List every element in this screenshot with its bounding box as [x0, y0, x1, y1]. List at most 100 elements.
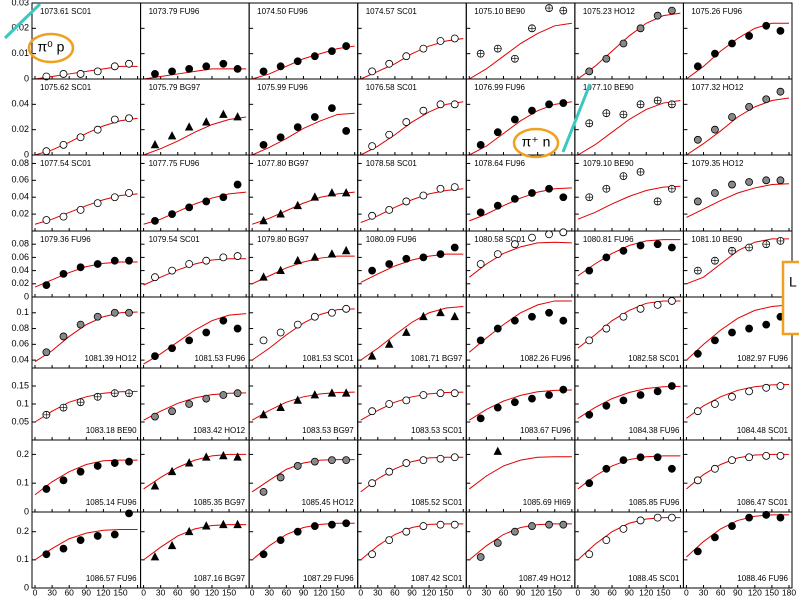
data-point — [436, 184, 445, 193]
data-point — [259, 272, 268, 281]
data-point — [125, 189, 133, 197]
data-point — [150, 139, 160, 149]
data-point — [368, 407, 377, 416]
data-point — [745, 513, 754, 522]
data-point — [450, 389, 459, 398]
data-point — [745, 102, 754, 111]
data-point — [711, 49, 719, 58]
data-point — [419, 106, 428, 115]
y-tick-label: 0.02 — [11, 278, 29, 288]
marker-cross — [637, 168, 644, 175]
model-curve — [143, 258, 247, 286]
data-point — [385, 467, 394, 476]
panel-label: 1080.58 SC01 — [474, 235, 526, 244]
data-point — [693, 197, 702, 206]
model-curve — [577, 239, 681, 277]
data-point — [341, 245, 351, 255]
panel-label: 1087.29 FU96 — [303, 574, 354, 583]
overlay-line — [561, 83, 592, 153]
model-curve — [686, 453, 789, 490]
data-point — [450, 34, 459, 43]
y-tick-label: 0.05 — [11, 416, 29, 426]
data-point — [93, 125, 102, 134]
panel-label: 1079.36 FU96 — [40, 235, 91, 244]
x-tick-label: 90 — [624, 587, 634, 597]
data-point — [259, 67, 268, 76]
data-point — [728, 456, 736, 465]
data-point — [528, 394, 536, 403]
marker-cross — [43, 411, 50, 418]
data-point — [728, 522, 736, 530]
x-tick-label: 60 — [499, 587, 509, 597]
marker-cross — [777, 237, 784, 244]
data-point — [745, 453, 754, 462]
data-point — [436, 250, 445, 259]
annotation-box — [781, 260, 799, 336]
panel-label: 1087.42 SC01 — [411, 574, 463, 583]
data-point — [59, 476, 68, 485]
data-point — [259, 140, 268, 149]
y-tick-label: 0.06 — [11, 252, 29, 262]
x-tick-label: 120 — [205, 587, 219, 597]
x-tick-label: 90 — [733, 587, 743, 597]
model-curve — [34, 65, 138, 80]
data-point — [693, 135, 702, 144]
marker-cross — [94, 393, 101, 400]
model-curve — [34, 311, 138, 363]
data-point — [619, 39, 628, 48]
data-point — [762, 95, 771, 104]
data-point — [653, 387, 662, 396]
y-tick-label: 0.02 — [11, 124, 29, 134]
marker-cross — [668, 185, 675, 192]
data-point — [693, 407, 702, 416]
data-point — [436, 454, 445, 463]
data-point — [667, 513, 676, 522]
overlay-line — [3, 2, 42, 40]
marker-cross — [620, 173, 627, 180]
data-point — [342, 456, 351, 465]
y-tick-label: 0.08 — [11, 239, 29, 249]
panel-label: 1083.53 SC01 — [411, 426, 463, 435]
x-tick-label: 30 — [156, 587, 166, 597]
x-tick-label: 60 — [282, 587, 292, 597]
annotation: L — [789, 274, 797, 290]
panel-label: 1073.79 FU96 — [149, 7, 200, 16]
data-point — [385, 400, 394, 408]
data-point — [185, 64, 194, 73]
data-point — [762, 21, 771, 30]
x-tick-label: 0 — [250, 587, 255, 597]
model-curve — [34, 390, 138, 423]
data-point — [327, 188, 337, 197]
data-point — [59, 140, 68, 149]
marker-cross — [528, 25, 535, 32]
panel-label: 1084.38 FU96 — [629, 426, 680, 435]
data-point — [559, 385, 568, 394]
data-point — [436, 100, 445, 109]
data-point — [653, 240, 662, 249]
data-point — [476, 140, 485, 149]
data-point — [545, 520, 553, 529]
data-point — [368, 142, 377, 151]
data-point — [510, 240, 519, 249]
data-point — [150, 552, 160, 561]
y-tick-label: 0.06 — [11, 339, 29, 349]
data-point — [545, 391, 553, 399]
data-point — [293, 395, 302, 404]
model-curve — [251, 191, 355, 225]
model-curve — [468, 300, 572, 353]
panel-label: 1087.49 HO12 — [519, 574, 572, 583]
data-point — [602, 253, 611, 262]
panel-label: 1079.54 SC01 — [149, 235, 201, 244]
data-point — [276, 62, 285, 71]
x-tick-label: 90 — [190, 587, 200, 597]
data-point — [184, 526, 194, 536]
marker-cross — [477, 50, 484, 57]
panel-label: 1085.35 BG97 — [194, 498, 246, 507]
model-curve — [143, 453, 247, 490]
data-point — [233, 252, 242, 260]
y-tick-label: 0.02 — [11, 208, 29, 218]
model-curve — [143, 191, 247, 225]
data-point — [233, 452, 242, 461]
panel-label: 1083.53 BG97 — [302, 426, 354, 435]
marker-cross — [603, 110, 610, 117]
